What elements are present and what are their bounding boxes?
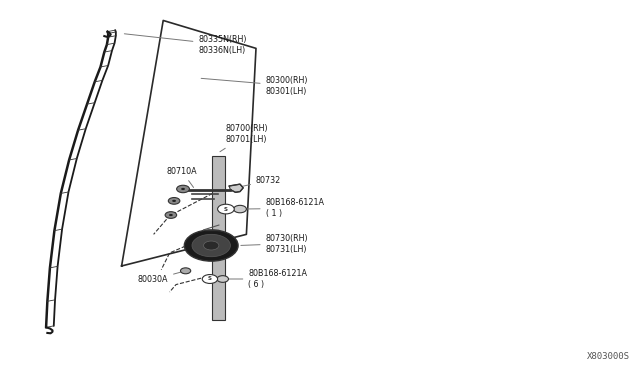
Circle shape xyxy=(184,230,238,261)
Circle shape xyxy=(169,214,173,216)
Circle shape xyxy=(172,200,176,202)
Text: 80732: 80732 xyxy=(238,176,281,187)
Circle shape xyxy=(234,205,246,213)
Text: 80700(RH)
80701(LH): 80700(RH) 80701(LH) xyxy=(220,124,269,152)
Text: 80300(RH)
80301(LH): 80300(RH) 80301(LH) xyxy=(201,76,308,96)
Circle shape xyxy=(204,241,219,250)
Text: 80030A: 80030A xyxy=(138,272,183,284)
Circle shape xyxy=(192,234,230,257)
Text: X803000S: X803000S xyxy=(588,352,630,361)
Circle shape xyxy=(217,276,228,282)
Bar xyxy=(212,156,225,320)
Polygon shape xyxy=(229,184,243,192)
Text: 80730(RH)
80731(LH): 80730(RH) 80731(LH) xyxy=(241,234,308,254)
Text: 80335N(RH)
80336N(LH): 80335N(RH) 80336N(LH) xyxy=(124,34,247,55)
Circle shape xyxy=(177,185,189,193)
Circle shape xyxy=(180,268,191,274)
Circle shape xyxy=(218,204,234,214)
Text: 80B168-6121A
( 1 ): 80B168-6121A ( 1 ) xyxy=(243,198,324,218)
Text: S: S xyxy=(208,276,212,282)
Text: 80B168-6121A
( 6 ): 80B168-6121A ( 6 ) xyxy=(225,269,307,289)
Circle shape xyxy=(168,198,180,204)
Circle shape xyxy=(165,212,177,218)
Circle shape xyxy=(181,188,185,190)
Circle shape xyxy=(202,275,218,283)
Text: S: S xyxy=(224,206,228,212)
Text: 80710A: 80710A xyxy=(166,167,197,187)
